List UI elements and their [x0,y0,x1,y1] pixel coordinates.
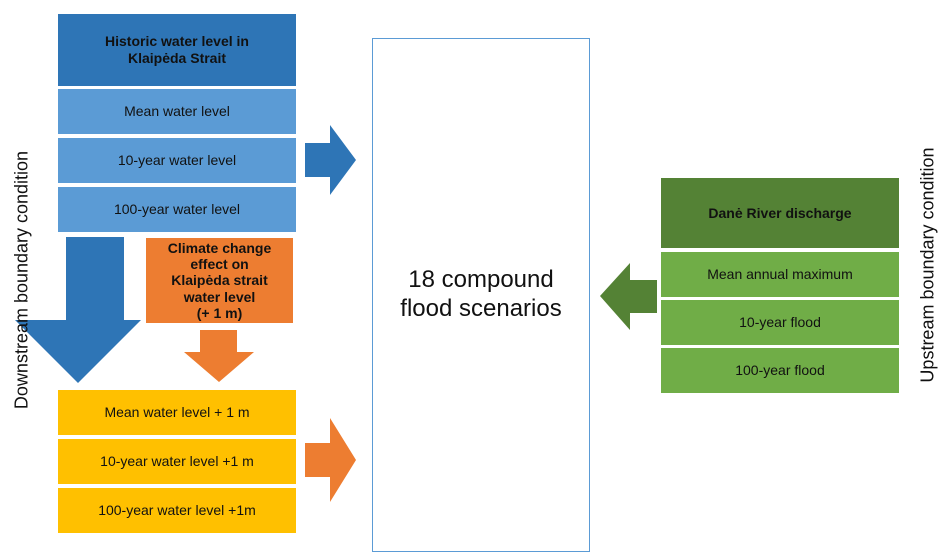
river-title: Danė River discharge [660,177,900,249]
historic-item: 10-year water level [57,137,297,184]
line: flood scenarios [400,295,562,322]
line: Climate change [167,240,272,257]
line: water level [183,288,256,305]
line: (+ 1 m) [196,304,243,321]
arrow-left-green [600,263,657,330]
scenarios-box: 18 compound flood scenarios [372,38,590,552]
title-line: Klaipėda Strait [127,50,227,66]
future-item: 10-year water level +1 m [57,438,297,485]
line: effect on [190,256,249,273]
future-item: 100-year water level +1m [57,487,297,534]
future-item: Mean water level + 1 m [57,389,297,436]
climate-effect: Climate change effect on Klaipėda strait… [145,237,294,324]
upstream-label: Upstream boundary condition [917,147,938,383]
river-item: 10-year flood [660,299,900,346]
river-item: 100-year flood [660,347,900,394]
arrow-down-blue [15,237,141,383]
historic-item: Mean water level [57,88,297,135]
arrow-down-orange [184,330,254,382]
arrow-right-blue [305,125,356,195]
line: 18 compound [408,266,554,294]
arrow-right-orange [305,418,356,502]
historic-item: 100-year water level [57,186,297,233]
historic-title: Historic water level in Klaipėda Strait [57,13,297,87]
line: Klaipėda strait [171,272,268,289]
river-item: Mean annual maximum [660,251,900,298]
title-line: Historic water level in [105,33,249,50]
downstream-label: Downstream boundary condition [11,150,32,410]
